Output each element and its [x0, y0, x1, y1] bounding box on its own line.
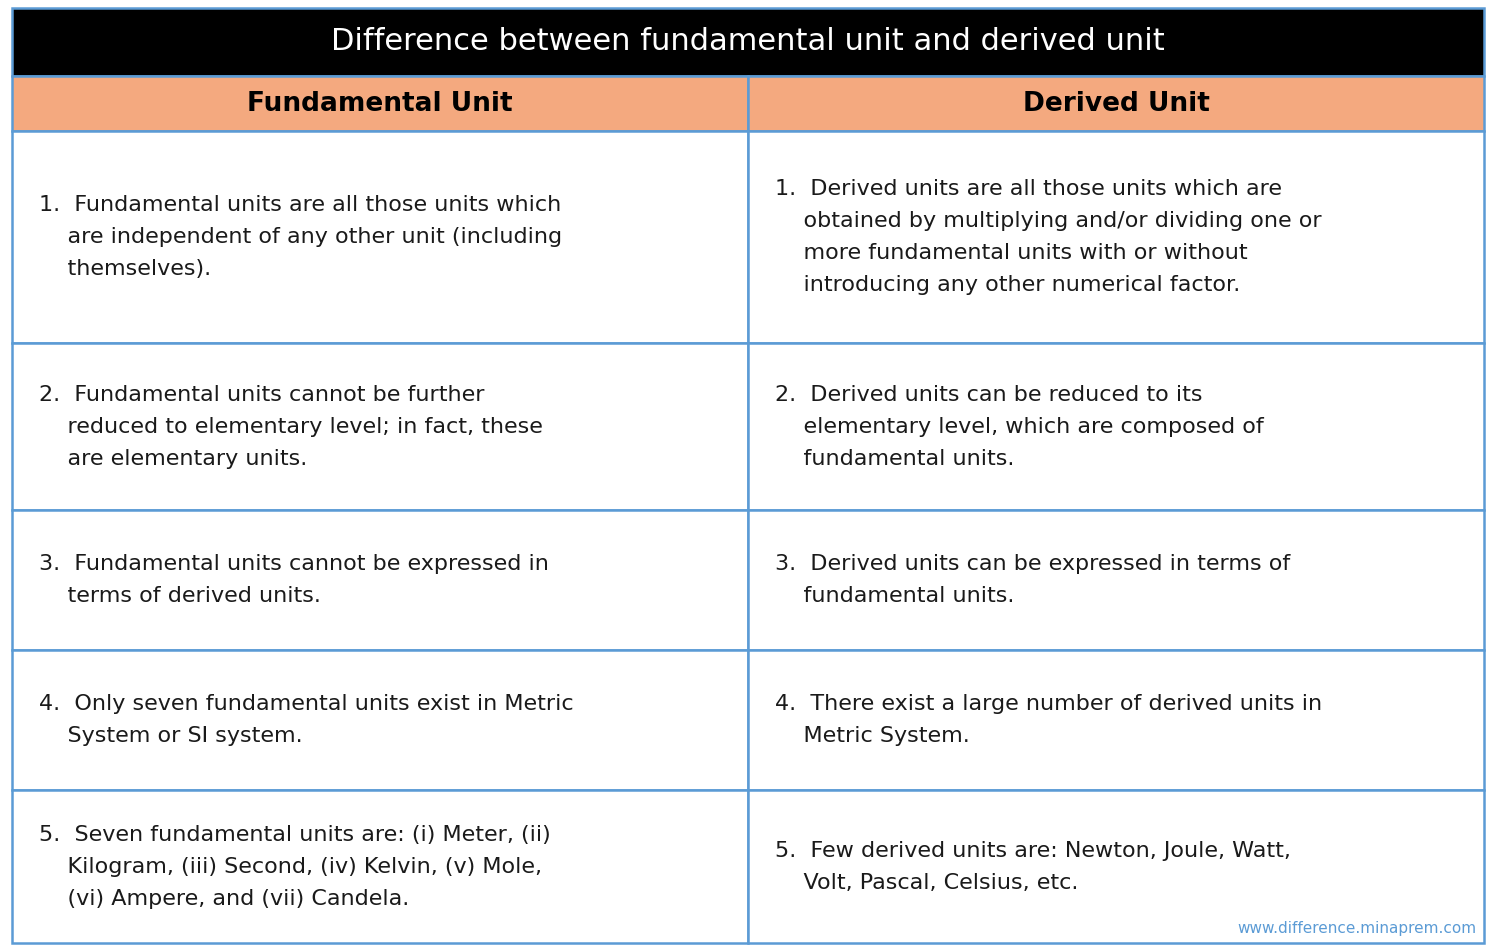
Text: Fundamental Unit: Fundamental Unit: [247, 90, 513, 117]
Bar: [12, 790, 748, 943]
Bar: [748, 511, 1484, 650]
Bar: [12, 131, 748, 343]
Bar: [12, 8, 1484, 76]
Bar: [748, 650, 1484, 790]
Bar: [748, 343, 1484, 511]
Text: 4.  There exist a large number of derived units in
    Metric System.: 4. There exist a large number of derived…: [775, 694, 1322, 746]
Bar: [748, 131, 1484, 343]
Bar: [748, 76, 1484, 131]
Text: 5.  Seven fundamental units are: (i) Meter, (ii)
    Kilogram, (iii) Second, (iv: 5. Seven fundamental units are: (i) Mete…: [39, 825, 551, 909]
Text: 5.  Few derived units are: Newton, Joule, Watt,
    Volt, Pascal, Celsius, etc.: 5. Few derived units are: Newton, Joule,…: [775, 841, 1291, 893]
Text: Difference between fundamental unit and derived unit: Difference between fundamental unit and …: [331, 28, 1165, 56]
Text: 1.  Derived units are all those units which are
    obtained by multiplying and/: 1. Derived units are all those units whi…: [775, 180, 1321, 295]
Bar: [12, 511, 748, 650]
Bar: [748, 790, 1484, 943]
Text: 1.  Fundamental units are all those units which
    are independent of any other: 1. Fundamental units are all those units…: [39, 195, 562, 280]
Text: Derived Unit: Derived Unit: [1023, 90, 1209, 117]
Bar: [12, 343, 748, 511]
Text: 2.  Derived units can be reduced to its
    elementary level, which are composed: 2. Derived units can be reduced to its e…: [775, 385, 1264, 469]
Text: www.difference.minaprem.com: www.difference.minaprem.com: [1237, 921, 1477, 936]
Text: 3.  Derived units can be expressed in terms of
    fundamental units.: 3. Derived units can be expressed in ter…: [775, 554, 1290, 606]
Bar: [12, 76, 748, 131]
Text: 2.  Fundamental units cannot be further
    reduced to elementary level; in fact: 2. Fundamental units cannot be further r…: [39, 385, 543, 469]
Text: 3.  Fundamental units cannot be expressed in
    terms of derived units.: 3. Fundamental units cannot be expressed…: [39, 554, 549, 606]
Bar: [12, 650, 748, 790]
Text: 4.  Only seven fundamental units exist in Metric
    System or SI system.: 4. Only seven fundamental units exist in…: [39, 694, 573, 746]
